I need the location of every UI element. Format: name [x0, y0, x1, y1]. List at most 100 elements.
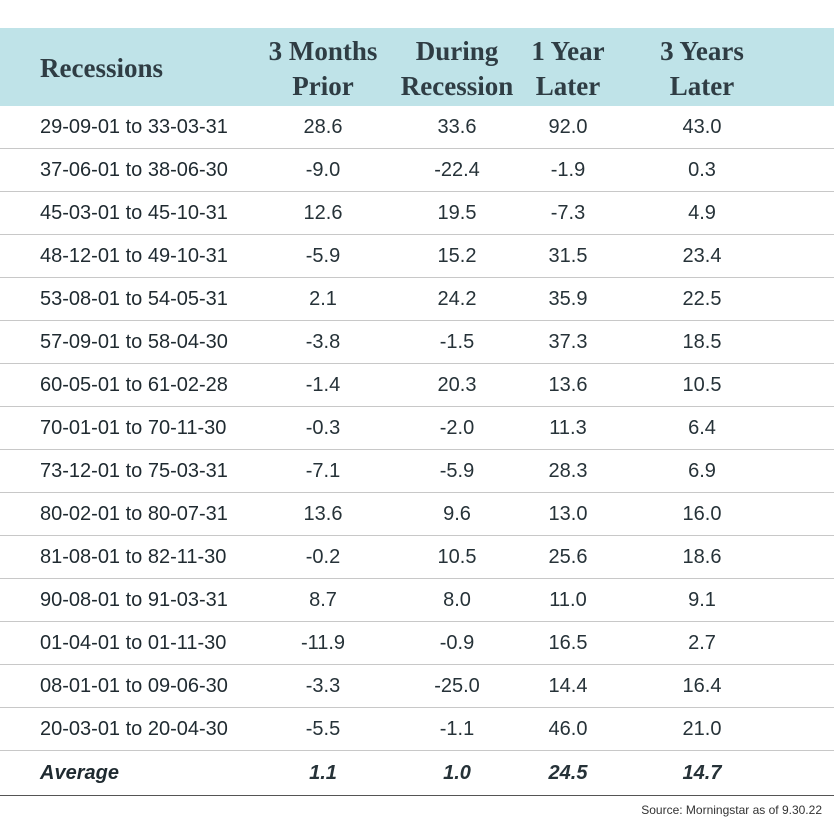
- header-col4-line2: Later: [669, 71, 735, 101]
- cell-during: 10.5: [437, 546, 477, 568]
- cell-three-years: 9.1: [688, 589, 716, 611]
- table-row: 80-02-01 to 80-07-31 13.6 9.6 13.0 16.0: [0, 493, 834, 536]
- row-label: 57-09-01 to 58-04-30: [40, 331, 228, 353]
- cell-prior: -1.4: [305, 374, 341, 396]
- header-col3-line2: Later: [535, 71, 601, 101]
- row-label: 01-04-01 to 01-11-30: [40, 632, 227, 654]
- cell-three-years: 43.0: [682, 116, 722, 138]
- cell-one-year: 31.5: [548, 245, 588, 267]
- average-label: Average: [40, 762, 119, 784]
- cell-prior: -0.3: [305, 417, 341, 439]
- average-during: 1.0: [443, 762, 471, 784]
- header-during-recession: During Recession: [388, 34, 526, 104]
- source-note: Source: Morningstar as of 9.30.22: [641, 803, 822, 817]
- cell-three-years: 16.4: [682, 675, 722, 697]
- cell-one-year: -1.9: [550, 159, 586, 181]
- cell-during: 8.0: [443, 589, 471, 611]
- table-row: 45-03-01 to 45-10-31 12.6 19.5 -7.3 4.9: [0, 192, 834, 235]
- cell-three-years: 0.3: [688, 159, 716, 181]
- table-row: 01-04-01 to 01-11-30 -11.9 -0.9 16.5 2.7: [0, 622, 834, 665]
- cell-during: 19.5: [437, 202, 477, 224]
- cell-three-years: 10.5: [682, 374, 722, 396]
- header-col3-line1: 1 Year: [531, 36, 605, 66]
- cell-prior: 13.6: [303, 503, 343, 525]
- cell-one-year: -7.3: [550, 202, 586, 224]
- table-row: 53-08-01 to 54-05-31 2.1 24.2 35.9 22.5: [0, 278, 834, 321]
- row-label: 29-09-01 to 33-03-31: [40, 116, 228, 138]
- cell-three-years: 18.6: [682, 546, 722, 568]
- cell-three-years: 22.5: [682, 288, 722, 310]
- cell-one-year: 28.3: [548, 460, 588, 482]
- header-3-months-prior: 3 Months Prior: [258, 34, 388, 104]
- cell-prior: -0.2: [305, 546, 341, 568]
- cell-three-years: 23.4: [682, 245, 722, 267]
- row-label: 70-01-01 to 70-11-30: [40, 417, 227, 439]
- cell-prior: 2.1: [309, 288, 337, 310]
- header-3-years-later: 3 Years Later: [640, 34, 764, 104]
- cell-one-year: 11.3: [549, 417, 587, 439]
- cell-prior: -7.1: [305, 460, 341, 482]
- average-one-year: 24.5: [548, 762, 588, 784]
- row-label: 90-08-01 to 91-03-31: [40, 589, 228, 611]
- cell-during: -25.0: [434, 675, 480, 697]
- header-col4-line1: 3 Years: [660, 36, 744, 66]
- cell-one-year: 92.0: [548, 116, 588, 138]
- row-label: 80-02-01 to 80-07-31: [40, 503, 228, 525]
- row-label: 48-12-01 to 49-10-31: [40, 245, 228, 267]
- cell-during: -0.9: [439, 632, 475, 654]
- header-col2-line2: Recession: [400, 71, 514, 101]
- cell-one-year: 14.4: [548, 675, 588, 697]
- table-row: 48-12-01 to 49-10-31 -5.9 15.2 31.5 23.4: [0, 235, 834, 278]
- table-row: 29-09-01 to 33-03-31 28.6 33.6 92.0 43.0: [0, 106, 834, 149]
- table-row: 70-01-01 to 70-11-30 -0.3 -2.0 11.3 6.4: [0, 407, 834, 450]
- cell-during: 15.2: [437, 245, 477, 267]
- average-prior: 1.1: [309, 762, 337, 784]
- cell-one-year: 13.6: [548, 374, 588, 396]
- cell-prior: 8.7: [309, 589, 337, 611]
- cell-during: 33.6: [437, 116, 477, 138]
- cell-one-year: 35.9: [548, 288, 588, 310]
- cell-one-year: 11.0: [549, 589, 587, 611]
- table-row: 60-05-01 to 61-02-28 -1.4 20.3 13.6 10.5: [0, 364, 834, 407]
- table-header: Recessions 3 Months Prior During Recessi…: [0, 28, 834, 106]
- cell-during: -1.5: [439, 331, 475, 353]
- row-label: 81-08-01 to 82-11-30: [40, 546, 227, 568]
- cell-three-years: 16.0: [682, 503, 722, 525]
- row-label: 37-06-01 to 38-06-30: [40, 159, 228, 181]
- cell-prior: -5.9: [305, 245, 341, 267]
- cell-during: 20.3: [437, 374, 477, 396]
- table-row: 57-09-01 to 58-04-30 -3.8 -1.5 37.3 18.5: [0, 321, 834, 364]
- row-label: 60-05-01 to 61-02-28: [40, 374, 228, 396]
- cell-prior: -5.5: [305, 718, 341, 740]
- cell-one-year: 46.0: [548, 718, 588, 740]
- row-label: 45-03-01 to 45-10-31: [40, 202, 228, 224]
- table-row: 08-01-01 to 09-06-30 -3.3 -25.0 14.4 16.…: [0, 665, 834, 708]
- cell-during: -2.0: [439, 417, 475, 439]
- header-col1-line2: Prior: [292, 71, 354, 101]
- cell-three-years: 4.9: [688, 202, 716, 224]
- table-row: 90-08-01 to 91-03-31 8.7 8.0 11.0 9.1: [0, 579, 834, 622]
- cell-prior: -11.9: [300, 632, 346, 654]
- header-recessions-label: Recessions: [40, 53, 163, 83]
- cell-during: -1.1: [439, 718, 475, 740]
- cell-one-year: 37.3: [548, 331, 588, 353]
- average-three-years: 14.7: [682, 762, 722, 784]
- row-label: 08-01-01 to 09-06-30: [40, 675, 228, 697]
- cell-three-years: 21.0: [682, 718, 722, 740]
- cell-one-year: 16.5: [548, 632, 588, 654]
- cell-prior: 12.6: [303, 202, 343, 224]
- cell-three-years: 6.4: [688, 417, 716, 439]
- cell-prior: -3.3: [305, 675, 341, 697]
- cell-during: 24.2: [437, 288, 477, 310]
- cell-one-year: 13.0: [548, 503, 588, 525]
- header-col1-line1: 3 Months: [268, 36, 378, 66]
- cell-prior: -9.0: [305, 159, 341, 181]
- recession-returns-table: Recessions 3 Months Prior During Recessi…: [0, 28, 834, 796]
- row-label: 53-08-01 to 54-05-31: [40, 288, 228, 310]
- table-row: 81-08-01 to 82-11-30 -0.2 10.5 25.6 18.6: [0, 536, 834, 579]
- table-row: 20-03-01 to 20-04-30 -5.5 -1.1 46.0 21.0: [0, 708, 834, 750]
- table-row: 73-12-01 to 75-03-31 -7.1 -5.9 28.3 6.9: [0, 450, 834, 493]
- cell-prior: 28.6: [303, 116, 343, 138]
- cell-three-years: 18.5: [682, 331, 722, 353]
- row-label: 73-12-01 to 75-03-31: [40, 460, 228, 482]
